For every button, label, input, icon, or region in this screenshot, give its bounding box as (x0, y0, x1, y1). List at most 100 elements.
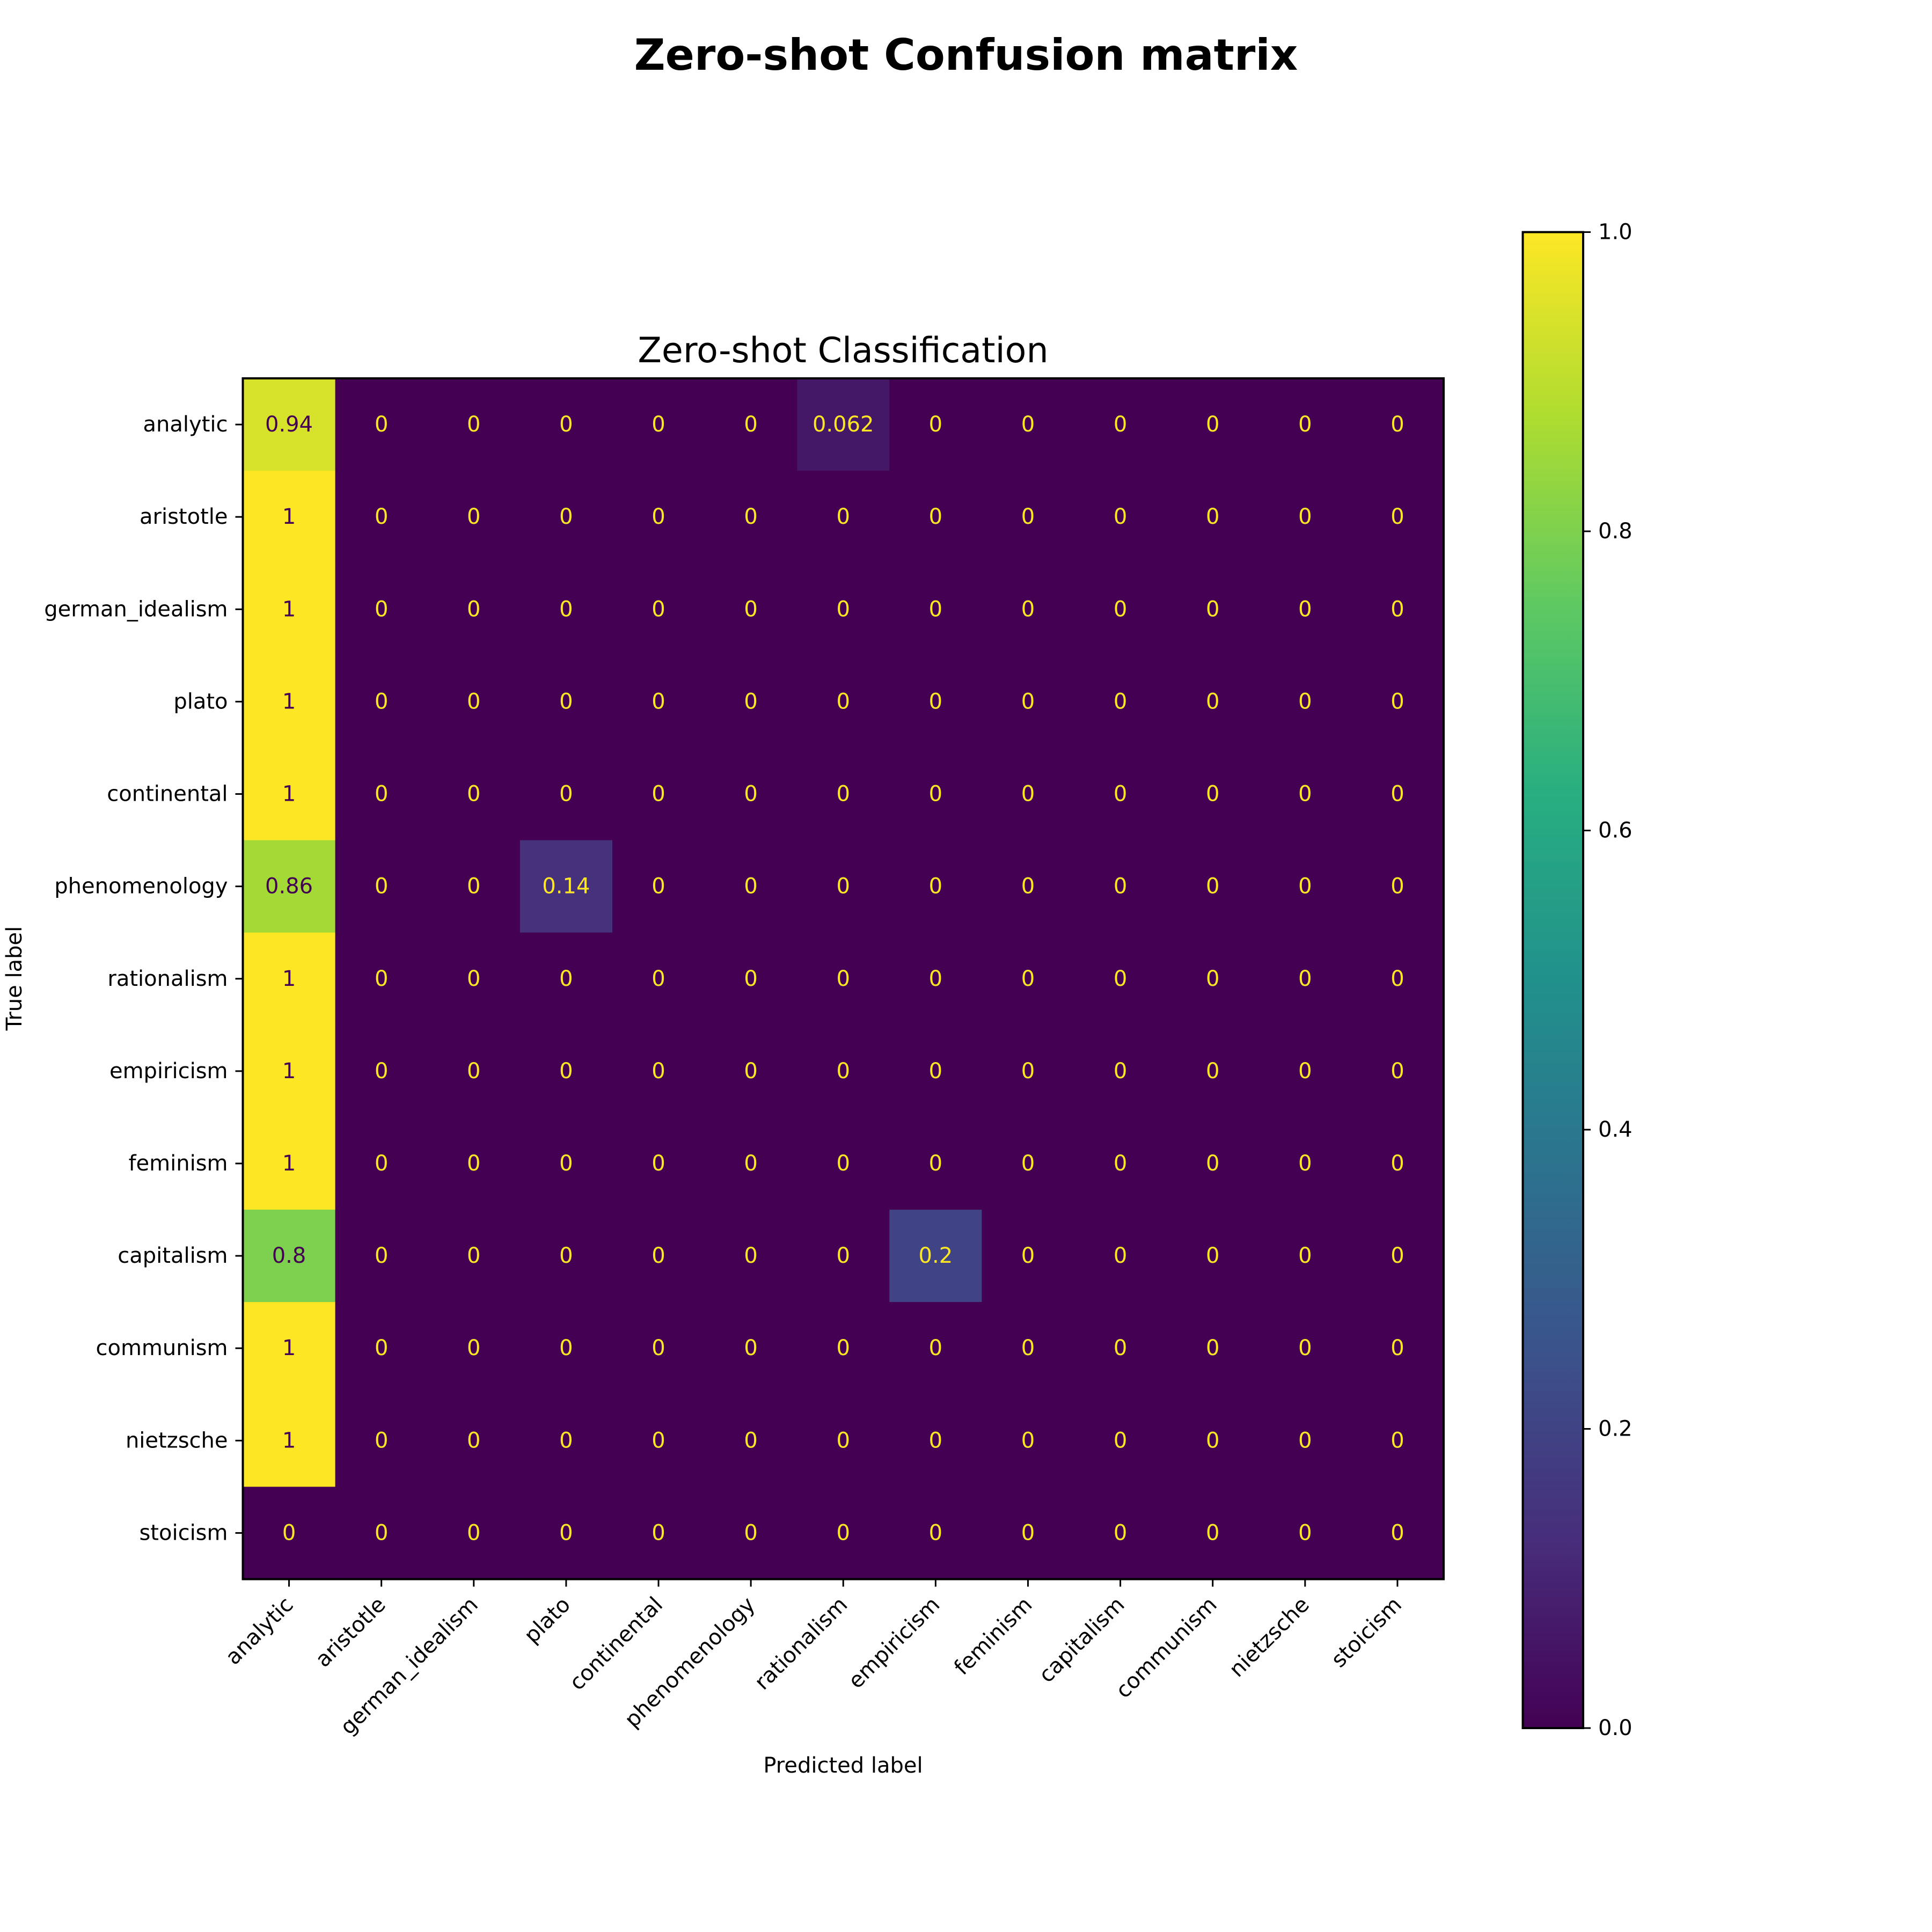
heatmap-cell (335, 1394, 428, 1487)
heatmap-cell-label: 0 (559, 1151, 573, 1176)
heatmap-cell-label: 0 (1021, 1520, 1035, 1545)
heatmap-cell-label: 0 (559, 412, 573, 437)
heatmap-cell (889, 1117, 983, 1210)
heatmap-cell (797, 1394, 890, 1487)
heatmap-cell (243, 378, 336, 471)
y-tick-label: aristotle (140, 504, 228, 529)
heatmap-cell (982, 563, 1075, 656)
heatmap-cell (612, 748, 705, 841)
heatmap-cell-label: 0.86 (265, 874, 313, 899)
heatmap-cell (889, 1394, 983, 1487)
heatmap-cell (1351, 1210, 1444, 1302)
heatmap-cell-label: 0 (1391, 1243, 1404, 1268)
heatmap-cell (519, 471, 613, 564)
heatmap-cell-label: 0 (1021, 504, 1035, 529)
y-tick-label: communism (96, 1336, 228, 1360)
heatmap-cell-label: 0 (282, 1520, 296, 1545)
heatmap-cell-label: 0 (652, 504, 665, 529)
heatmap-cell-label: 0 (652, 597, 665, 621)
x-tick-label: nietzsche (1225, 1592, 1314, 1682)
heatmap-cell (519, 1487, 613, 1580)
colorbar: 0.0 0.2 0.4 0.6 0.8 1.0 (1521, 220, 1633, 1740)
heatmap-cell-label: 0 (744, 412, 757, 437)
heatmap-cell (427, 748, 521, 841)
heatmap-cell-label: 0 (1021, 874, 1035, 899)
x-tick-label: analytic (221, 1592, 298, 1670)
heatmap-cell-label: 0 (1021, 1151, 1035, 1176)
heatmap-cell (797, 840, 890, 933)
heatmap-cell-label: 0 (929, 1151, 942, 1176)
heatmap-cell (612, 932, 705, 1026)
heatmap-cell (1074, 471, 1167, 564)
heatmap-cell-label: 0 (1206, 1336, 1219, 1360)
heatmap-cell-label: 0 (652, 874, 665, 899)
heatmap-cell-label: 0 (467, 504, 480, 529)
heatmap-cell (519, 563, 613, 656)
heatmap-cell (705, 1394, 797, 1487)
heatmap-cell (519, 655, 613, 749)
heatmap-cell-label: 0 (1021, 597, 1035, 621)
figure-title: Zero-shot Confusion matrix (634, 30, 1298, 80)
colorbar-tick-label: 0.4 (1598, 1117, 1633, 1142)
heatmap-cell-label: 0 (929, 1336, 942, 1360)
heatmap-cell-label: 0 (1021, 967, 1035, 991)
heatmap-cell (1351, 748, 1444, 841)
heatmap-cell-label: 0 (559, 1428, 573, 1453)
heatmap-cell (427, 840, 521, 933)
heatmap-cell (1258, 1487, 1352, 1580)
heatmap-cell-label: 0 (837, 1520, 850, 1545)
heatmap-cell-label: 0 (929, 412, 942, 437)
heatmap-cell-label: 0 (375, 1243, 388, 1268)
heatmap-cell (982, 932, 1075, 1026)
heatmap-cell-label: 0.94 (265, 412, 313, 437)
heatmap-cell (1258, 1302, 1352, 1395)
heatmap-cell (612, 1117, 705, 1210)
heatmap-cell-label: 0 (467, 1059, 480, 1084)
heatmap-cell-label: 0 (837, 782, 850, 807)
heatmap-cell (1074, 1302, 1167, 1395)
heatmap-cell (1074, 840, 1167, 933)
heatmap-cell (705, 1302, 797, 1395)
heatmap-cell-label: 0 (652, 782, 665, 807)
heatmap-cell (705, 1487, 797, 1580)
heatmap-cell (982, 1487, 1075, 1580)
heatmap-cell-label: 0 (1391, 689, 1404, 714)
heatmap-cell (335, 1117, 428, 1210)
heatmap-cell-label: 0 (744, 782, 757, 807)
heatmap-cell (612, 471, 705, 564)
heatmap-cell-label: 0.2 (919, 1243, 953, 1268)
y-tick-label: plato (173, 689, 228, 714)
heatmap-cell-label: 1 (282, 504, 296, 529)
heatmap-cell-label: 0 (1391, 597, 1404, 621)
heatmap-cell-label: 0 (1206, 1243, 1219, 1268)
y-tick-label: phenomenology (54, 874, 228, 899)
heatmap-cell-label: 0 (837, 967, 850, 991)
heatmap-cell-label: 0 (837, 1243, 850, 1268)
heatmap-cell (1258, 1117, 1352, 1210)
heatmap-cell-label: 0 (1206, 967, 1219, 991)
heatmap-cell-label: 0 (467, 1336, 480, 1360)
heatmap-cell-label: 0 (744, 1151, 757, 1176)
heatmap-cell (1258, 471, 1352, 564)
heatmap-cell (243, 1117, 336, 1210)
heatmap-cell (705, 1117, 797, 1210)
heatmap-cell-label: 0 (652, 1520, 665, 1545)
heatmap-cell (612, 1210, 705, 1302)
heatmap-cell-label: 0 (1206, 504, 1219, 529)
heatmap-cell-label: 0 (1114, 689, 1127, 714)
heatmap-cell-label: 0 (1114, 967, 1127, 991)
heatmap-cell (1074, 748, 1167, 841)
heatmap-cell-label: 0 (1391, 782, 1404, 807)
heatmap-cell-label: 0 (1206, 782, 1219, 807)
heatmap-cell (797, 748, 890, 841)
heatmap-cell-label: 0 (467, 1428, 480, 1453)
heatmap-cell (982, 840, 1075, 933)
heatmap-cell (889, 840, 983, 933)
heatmap-cell-label: 0 (1114, 1520, 1127, 1545)
heatmap-cell-label: 0 (1021, 412, 1035, 437)
heatmap-cell-label: 0 (744, 1059, 757, 1084)
y-tick-label: capitalism (118, 1243, 228, 1268)
heatmap-cell (982, 1117, 1075, 1210)
heatmap-cell-label: 0 (837, 1151, 850, 1176)
